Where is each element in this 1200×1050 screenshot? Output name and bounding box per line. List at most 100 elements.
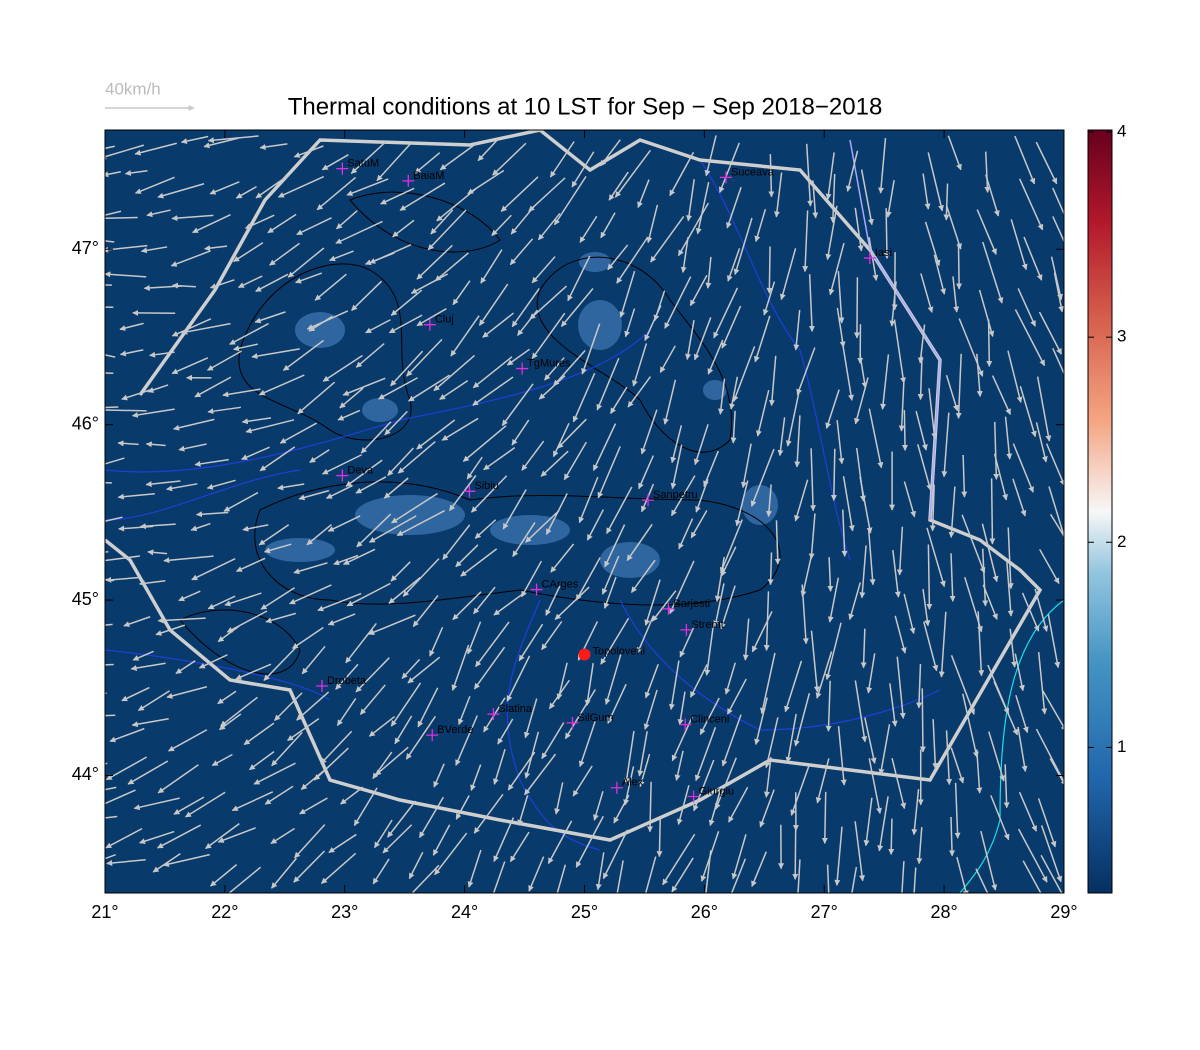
wind-arrow [492,142,527,176]
wind-arrow [841,509,848,557]
wind-arrow [162,853,210,867]
wind-arrow [728,786,749,823]
colorbar-tick-label: 2 [1117,532,1126,551]
wind-arrow [659,345,676,373]
city-marker [679,718,692,731]
wind-arrow [679,626,695,658]
wind-arrow [1052,187,1064,216]
wind-arrow [790,765,810,816]
wind-arrow [235,663,272,680]
wind-arrow [646,204,659,244]
wind-arrow [938,611,947,678]
wind-arrow [607,683,627,724]
wind-arrow [105,815,118,819]
wind-arrow [518,623,544,662]
wind-arrow [607,244,629,271]
wind-arrow [181,322,231,335]
wind-arrow [545,493,568,535]
wind-arrow [538,375,566,400]
wind-arrow [848,582,862,621]
wind-arrow [360,421,392,454]
wind-arrow [753,315,771,363]
wind-arrow [826,864,830,893]
wind-arrow [889,281,897,327]
wind-arrow [394,715,413,745]
wind-arrow [175,660,196,675]
wind-arrow [928,388,938,440]
wind-arrow [460,548,498,577]
wind-arrow [207,135,259,144]
wind-arrow [263,646,297,681]
site-label: Topoloveni [593,645,646,657]
wind-arrow [945,374,959,412]
wind-arrow [277,483,305,491]
wind-arrow [475,621,510,668]
wind-arrow [506,348,531,366]
x-tick-label: 27° [811,902,838,922]
wind-arrow [686,179,695,222]
wind-arrow [601,555,620,595]
wind-arrow [991,375,1011,415]
wind-arrow [693,317,712,361]
wind-arrow [630,559,656,593]
wind-arrow [685,319,695,360]
wind-arrow [836,420,845,465]
city-marker [610,781,623,794]
wind-arrow [127,760,169,785]
wind-arrow [669,560,695,615]
wind-arrow [597,446,621,499]
wind-arrow [756,389,770,437]
wind-arrow [105,284,112,286]
wind-arrow [947,135,962,171]
wind-arrow [295,272,323,284]
colorbar [1087,129,1113,894]
wind-arrow [473,646,506,690]
wind-arrow [714,757,737,810]
wind-arrow [579,215,598,243]
wind-arrow [293,824,326,859]
wind-arrow [567,255,591,302]
wind-arrow [892,549,901,598]
wind-arrow [299,797,328,815]
wind-arrow [433,354,476,392]
wind-arrow [320,852,357,884]
wind-arrow [351,280,383,311]
wind-arrow [170,250,211,267]
y-tick-label: 45° [72,589,99,609]
y-tick-label: 44° [72,764,99,784]
wind-arrow [540,450,569,477]
wind-arrow [976,749,983,794]
wind-arrow [350,141,387,175]
city-label: Deva [347,464,374,476]
wind-arrow [211,753,233,767]
wind-arrow [868,758,882,815]
wind-arrow [614,149,652,198]
wind-arrow [859,353,868,389]
wind-arrow [810,630,820,693]
wind-arrow [306,523,332,546]
wind-arrow [434,252,469,282]
wind-arrow [1018,178,1044,231]
wind-arrow [651,590,677,622]
wind-arrow [609,386,628,414]
wind-arrow [342,377,386,396]
wind-arrow [287,718,320,742]
wind-arrow [731,834,747,880]
wind-arrow [414,152,441,174]
wind-arrow [606,486,633,534]
wind-arrow [961,455,968,498]
wind-arrow [785,391,800,447]
wind-arrow [105,786,117,791]
wind-arrow [945,730,953,786]
city-marker [423,318,436,331]
wind-arrow [854,207,864,252]
wind-arrow [259,143,288,150]
wind-arrow [517,795,529,826]
wind-arrow [235,557,266,573]
wind-arrow [507,751,536,791]
wind-arrow [226,610,268,633]
wind-arrow [751,611,773,653]
wind-arrow [600,139,621,167]
wind-arrow [726,678,747,715]
wind-arrow [1015,694,1029,734]
